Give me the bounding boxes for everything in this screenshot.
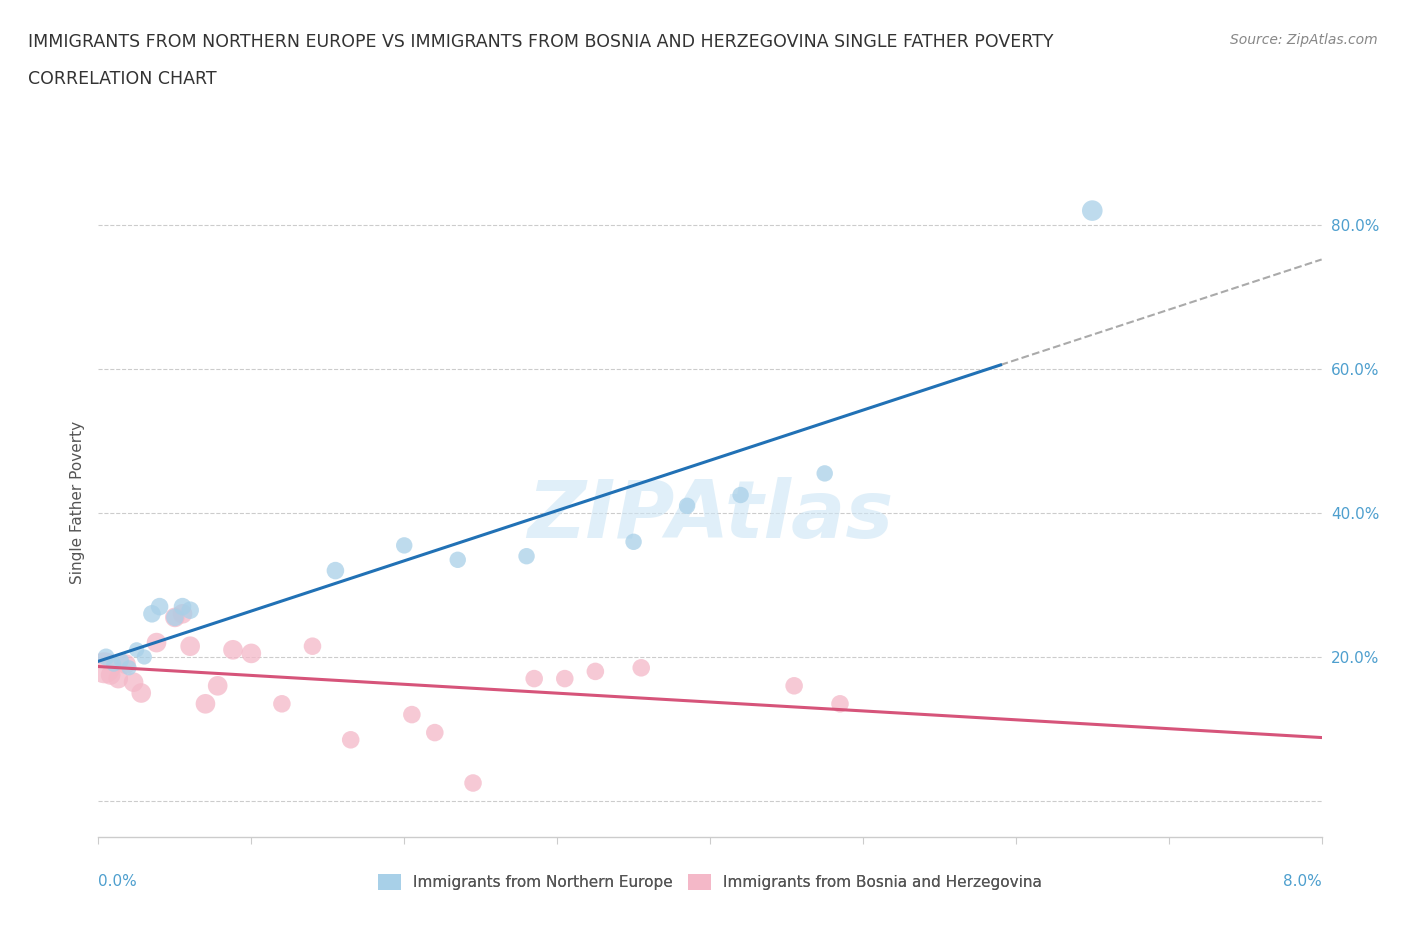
Point: [325, 564, 347, 578]
Point: [339, 732, 361, 747]
Point: [163, 610, 186, 625]
Point: [676, 498, 699, 513]
Point: [240, 646, 263, 661]
Point: [301, 639, 323, 654]
Point: [100, 668, 122, 683]
Point: [163, 610, 186, 625]
Text: CORRELATION CHART: CORRELATION CHART: [28, 70, 217, 87]
Point: [179, 603, 201, 618]
Point: [115, 657, 138, 671]
Text: Source: ZipAtlas.com: Source: ZipAtlas.com: [1230, 33, 1378, 46]
Point: [222, 643, 245, 658]
Point: [515, 549, 537, 564]
Point: [523, 671, 546, 686]
Point: [129, 685, 152, 700]
Point: [172, 606, 194, 621]
Text: 0.0%: 0.0%: [98, 874, 138, 889]
Point: [145, 635, 167, 650]
Point: [179, 639, 201, 654]
Point: [125, 643, 148, 658]
Point: [583, 664, 606, 679]
Point: [118, 660, 141, 675]
Point: [134, 649, 156, 664]
Point: [107, 671, 129, 686]
Legend: Immigrants from Northern Europe, Immigrants from Bosnia and Herzegovina: Immigrants from Northern Europe, Immigra…: [371, 868, 1049, 897]
Point: [94, 649, 117, 664]
Point: [149, 599, 172, 614]
Point: [447, 552, 470, 567]
Point: [630, 660, 652, 675]
Point: [814, 466, 837, 481]
Point: [270, 697, 294, 711]
Point: [172, 599, 194, 614]
Point: [783, 678, 806, 693]
Text: IMMIGRANTS FROM NORTHERN EUROPE VS IMMIGRANTS FROM BOSNIA AND HERZEGOVINA SINGLE: IMMIGRANTS FROM NORTHERN EUROPE VS IMMIG…: [28, 33, 1053, 50]
Y-axis label: Single Father Poverty: Single Father Poverty: [69, 420, 84, 584]
Point: [461, 776, 484, 790]
Point: [207, 678, 229, 693]
Point: [103, 657, 125, 671]
Text: ZIPAtlas: ZIPAtlas: [527, 476, 893, 554]
Text: 8.0%: 8.0%: [1282, 874, 1322, 889]
Point: [1081, 203, 1104, 218]
Point: [401, 707, 423, 722]
Point: [828, 697, 851, 711]
Point: [392, 538, 416, 552]
Point: [554, 671, 576, 686]
Point: [141, 606, 163, 621]
Point: [122, 675, 145, 690]
Point: [93, 660, 115, 675]
Point: [730, 487, 752, 502]
Point: [623, 535, 645, 550]
Point: [423, 725, 446, 740]
Point: [110, 653, 132, 668]
Point: [194, 697, 217, 711]
